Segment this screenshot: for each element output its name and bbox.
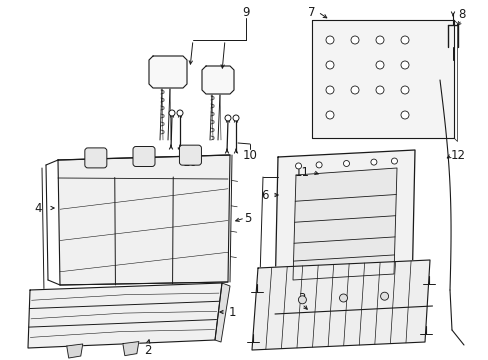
Text: 5: 5 — [244, 212, 251, 225]
Circle shape — [391, 158, 397, 164]
Circle shape — [177, 110, 183, 116]
Polygon shape — [292, 168, 396, 280]
Circle shape — [400, 36, 408, 44]
Polygon shape — [274, 150, 414, 298]
Bar — [323, 299, 359, 311]
Circle shape — [169, 110, 175, 116]
Text: 1: 1 — [228, 306, 235, 319]
Text: 4: 4 — [34, 202, 41, 215]
Polygon shape — [215, 283, 229, 342]
Polygon shape — [122, 342, 139, 356]
Circle shape — [295, 163, 301, 169]
Polygon shape — [202, 66, 234, 94]
Circle shape — [224, 115, 230, 121]
Circle shape — [315, 162, 322, 168]
Circle shape — [343, 161, 349, 166]
Circle shape — [375, 61, 383, 69]
Text: 10: 10 — [242, 149, 257, 162]
Circle shape — [400, 86, 408, 94]
Polygon shape — [149, 56, 186, 88]
Circle shape — [400, 111, 408, 119]
Text: 6: 6 — [261, 189, 268, 202]
Text: 3: 3 — [298, 292, 305, 305]
Circle shape — [350, 86, 358, 94]
Polygon shape — [251, 260, 429, 350]
Circle shape — [339, 294, 347, 302]
Text: 7: 7 — [307, 5, 315, 18]
Polygon shape — [28, 283, 222, 348]
Bar — [367, 72, 389, 92]
Circle shape — [325, 111, 333, 119]
FancyBboxPatch shape — [179, 145, 201, 165]
Polygon shape — [311, 20, 453, 138]
Polygon shape — [67, 344, 82, 358]
Circle shape — [350, 36, 358, 44]
FancyBboxPatch shape — [84, 148, 106, 168]
Circle shape — [298, 296, 306, 304]
Circle shape — [370, 159, 376, 165]
Circle shape — [325, 61, 333, 69]
Text: 9: 9 — [242, 5, 249, 18]
Text: 11: 11 — [294, 166, 309, 179]
Text: 12: 12 — [449, 149, 465, 162]
Text: 10: 10 — [182, 156, 197, 168]
Polygon shape — [58, 155, 229, 285]
FancyBboxPatch shape — [133, 147, 155, 166]
Text: 8: 8 — [457, 8, 465, 21]
Circle shape — [375, 36, 383, 44]
Circle shape — [400, 61, 408, 69]
Circle shape — [375, 86, 383, 94]
Circle shape — [325, 86, 333, 94]
Text: 2: 2 — [144, 343, 151, 356]
Circle shape — [380, 292, 388, 300]
Circle shape — [232, 115, 239, 121]
Circle shape — [325, 36, 333, 44]
